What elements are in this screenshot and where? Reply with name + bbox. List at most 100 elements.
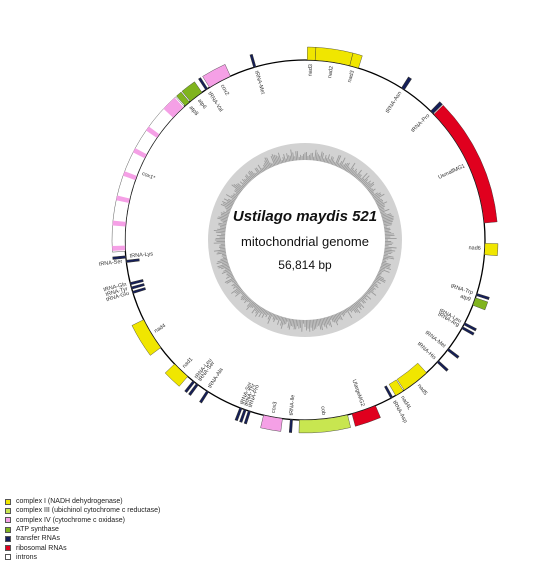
gc-spike [370,191,374,195]
gc-spike [221,269,231,274]
gene-label: tRNA-Ile [289,395,297,416]
gc-spike [218,222,227,226]
gc-spike [369,286,375,291]
gc-spike [331,315,336,323]
gc-spike [232,194,238,198]
gc-spike [308,319,311,332]
gc-spike [297,319,299,327]
gene-trna-tyr [130,283,145,290]
gc-spike [353,173,358,178]
gc-spike [383,256,395,260]
gc-spike [233,184,243,192]
legend-label: complex I (NADH dehydrogenase) [16,498,123,506]
gene-trna-val [198,77,209,91]
gc-spike [290,149,293,162]
legend-swatch-complex4 [5,517,11,524]
gc-spike [377,272,382,275]
gc-spike [373,193,382,200]
cox1-exon [116,195,130,203]
gc-spike [255,172,259,176]
gc-spike [380,265,392,270]
gc-spike [371,283,379,288]
gc-ring-inner-disc [225,160,385,320]
gc-spike [384,233,394,235]
gc-spike [376,275,386,282]
gc-spike [330,157,334,165]
gc-spike [362,295,368,301]
gc-spike [254,172,258,177]
gc-spike [382,215,394,220]
gene-label: nad2 [327,66,335,79]
gc-spike [288,155,291,162]
gc-spike [240,293,246,298]
gc-spike [230,195,237,200]
gc-spike [366,290,371,294]
gc-spike [244,175,251,182]
gene-usmallmg1 [433,104,498,224]
gc-spike [227,273,233,277]
gc-spike [288,318,292,330]
gc-spike [223,211,230,215]
gc-spike [281,159,284,164]
gc-spike [376,274,385,279]
gc-spike [232,284,239,289]
gc-spike [248,170,255,179]
gc-spike [361,175,370,184]
gc-spike [221,254,227,257]
gc-spike [345,308,353,319]
gc-spike [241,184,245,188]
gene-label: tRNA-Ser [99,259,123,268]
gc-spike [231,286,241,294]
gc-spike [235,192,239,196]
gc-spike [250,301,255,308]
legend-item-atp-synthase: ATP synthase [5,525,265,534]
gc-spike [380,266,386,270]
gc-spike [381,261,392,266]
gc-spike [343,162,349,171]
gc-spike [277,315,281,325]
gc-spike [362,179,369,185]
gc-spike [219,226,227,228]
gc-spike [236,288,243,294]
gc-spike [241,292,245,295]
gc-spike [235,285,240,289]
gc-spike [222,201,233,207]
gc-spike [231,184,242,193]
gene-trna-glu [132,287,146,294]
legend-label: ATP synthase [16,526,59,534]
gene-label: nad6 [468,245,481,252]
gc-content-spikes [213,149,397,332]
gc-spike [315,152,318,161]
gc-spike [295,151,298,161]
legend-item-complex3: complex III (ubichinol cytochrome c redu… [5,506,265,515]
gc-spike [264,160,270,169]
gc-spike [351,304,358,313]
gc-spike [359,298,365,304]
gc-spike [241,178,248,185]
gc-spike [275,154,280,165]
legend-item-complex1: complex I (NADH dehydrogenase) [5,497,265,506]
gene-label: cox2 [219,84,230,97]
gc-spike [216,252,227,255]
gc-spike [246,300,253,307]
gc-spike [231,282,238,287]
gc-spike [365,291,371,295]
legend-swatch-transfer-rnas [5,535,11,542]
gene-trna-ser [125,258,140,263]
gc-spike [339,157,346,169]
gc-spike [329,156,333,165]
gc-spike [217,262,229,268]
legend-item-introns: introns [5,553,265,562]
gc-spike [382,257,389,260]
gc-spike [255,167,261,174]
legend-item-transfer-rnas: transfer RNAs [5,534,265,543]
gc-spike [334,314,339,322]
gc-spike [383,224,392,227]
gc-spike [348,306,353,313]
gc-spike [323,155,327,163]
gc-spike [375,198,382,203]
gene-label: UsmallMG1 [437,163,466,181]
gc-spike [381,214,393,219]
gc-spike [333,314,339,326]
gc-spike [251,304,259,314]
